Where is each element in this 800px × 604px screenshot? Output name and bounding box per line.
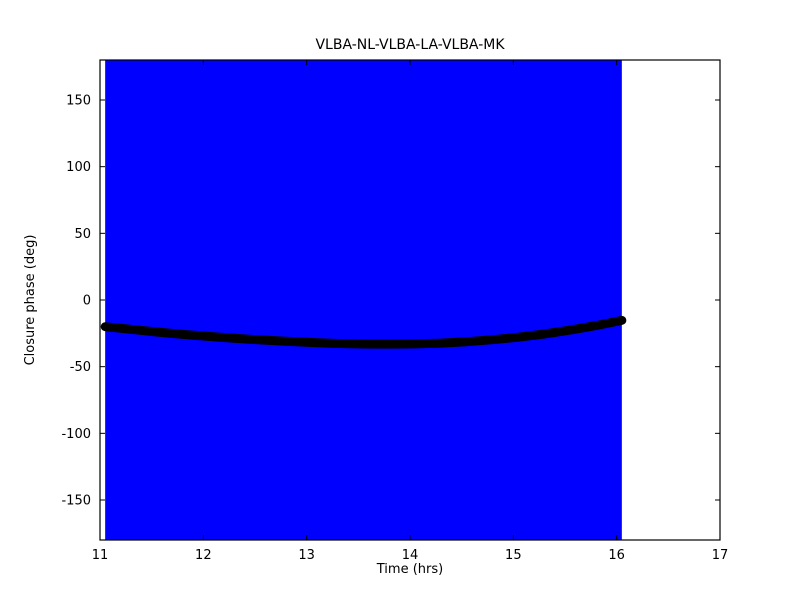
y-axis-label: Closure phase (deg) — [23, 235, 38, 366]
series-closure-phase — [100, 315, 627, 349]
x-tick-label: 14 — [402, 548, 419, 563]
y-tick-label: -50 — [70, 360, 91, 375]
y-tick-label: 50 — [74, 227, 91, 242]
x-tick-label: 15 — [505, 548, 522, 563]
x-tick-label: 12 — [195, 548, 212, 563]
x-axis-label: Time (hrs) — [376, 562, 443, 577]
y-tick-label: -150 — [61, 494, 91, 509]
axes-frame — [99, 59, 721, 541]
y-tick-label: 150 — [66, 94, 91, 109]
y-tick-label: 100 — [66, 160, 91, 175]
x-tick-label: 13 — [298, 548, 315, 563]
x-tick-label: 11 — [92, 548, 109, 563]
y-tick-label: -100 — [61, 427, 91, 442]
error-band — [105, 60, 622, 540]
plot-layers: 11 12 13 14 15 16 17 -150 -100 -50 0 50 100 150 — [61, 59, 729, 563]
x-tick-label: 16 — [608, 548, 625, 563]
x-tick-label: 17 — [712, 548, 729, 563]
chart-title: VLBA-NL-VLBA-LA-VLBA-MK — [315, 37, 505, 53]
y-tick-label: 0 — [83, 294, 91, 309]
